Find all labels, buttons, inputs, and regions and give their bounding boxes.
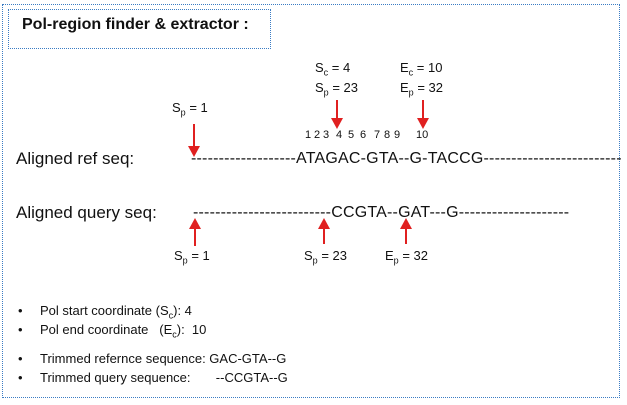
query-start-arrow [189, 218, 201, 246]
title-box [8, 9, 271, 49]
bullet-dot: • [18, 370, 23, 385]
index-1: 1 [305, 129, 312, 141]
bullet-trimmed-query: Trimmed query sequence: --CCGTA--G [40, 370, 288, 385]
ref-sc-arrow [331, 100, 343, 129]
index-5: 5 [348, 129, 355, 141]
ref-seq-label: Aligned ref seq: [16, 149, 135, 168]
ref-sp1-label: Sp = 1 [172, 100, 208, 118]
index-2: 2 [314, 129, 321, 141]
index-4: 4 [336, 129, 343, 141]
index-8: 8 [384, 129, 391, 141]
bullet-dot: • [18, 322, 23, 337]
ref-sequence: -------------------ATAGAC-GTA--G-TACCG--… [191, 150, 622, 167]
query-ep32-arrow [400, 218, 412, 244]
query-sequence: -------------------------CCGTA--GAT---G-… [193, 204, 570, 221]
query-sp1-label: Sp = 1 [174, 248, 210, 266]
bullet-pol-end: Pol end coordinate (Ec): 10 [40, 322, 207, 340]
bullet-dot: • [18, 303, 23, 318]
outer-frame [2, 4, 620, 398]
query-ep32-label: Ep = 32 [385, 248, 428, 266]
ref-ec-label: Ec = 10 [400, 60, 443, 78]
ref-sp23-label: Sp = 23 [315, 80, 358, 98]
bullet-trimmed-ref: Trimmed refernce sequence: GAC-GTA--G [40, 351, 287, 366]
ref-sc-label: Sc = 4 [315, 60, 351, 78]
ref-ep-label: Ep = 32 [400, 80, 443, 98]
bullet-dot: • [18, 351, 23, 366]
query-seq-label: Aligned query seq: [16, 203, 157, 222]
bullet-pol-start: Pol start coordinate (Sc): 4 [40, 303, 192, 321]
ref-ec-arrow [417, 100, 429, 129]
index-3: 3 [323, 129, 330, 141]
index-9: 9 [394, 129, 401, 141]
index-10: 10 [416, 129, 429, 141]
query-sp23-label: Sp = 23 [304, 248, 347, 266]
diagram-title: Pol-region finder & extractor : [22, 16, 249, 33]
index-7: 7 [374, 129, 381, 141]
ref-start-arrow [188, 124, 200, 157]
index-6: 6 [360, 129, 367, 141]
query-sp23-arrow [318, 218, 330, 244]
